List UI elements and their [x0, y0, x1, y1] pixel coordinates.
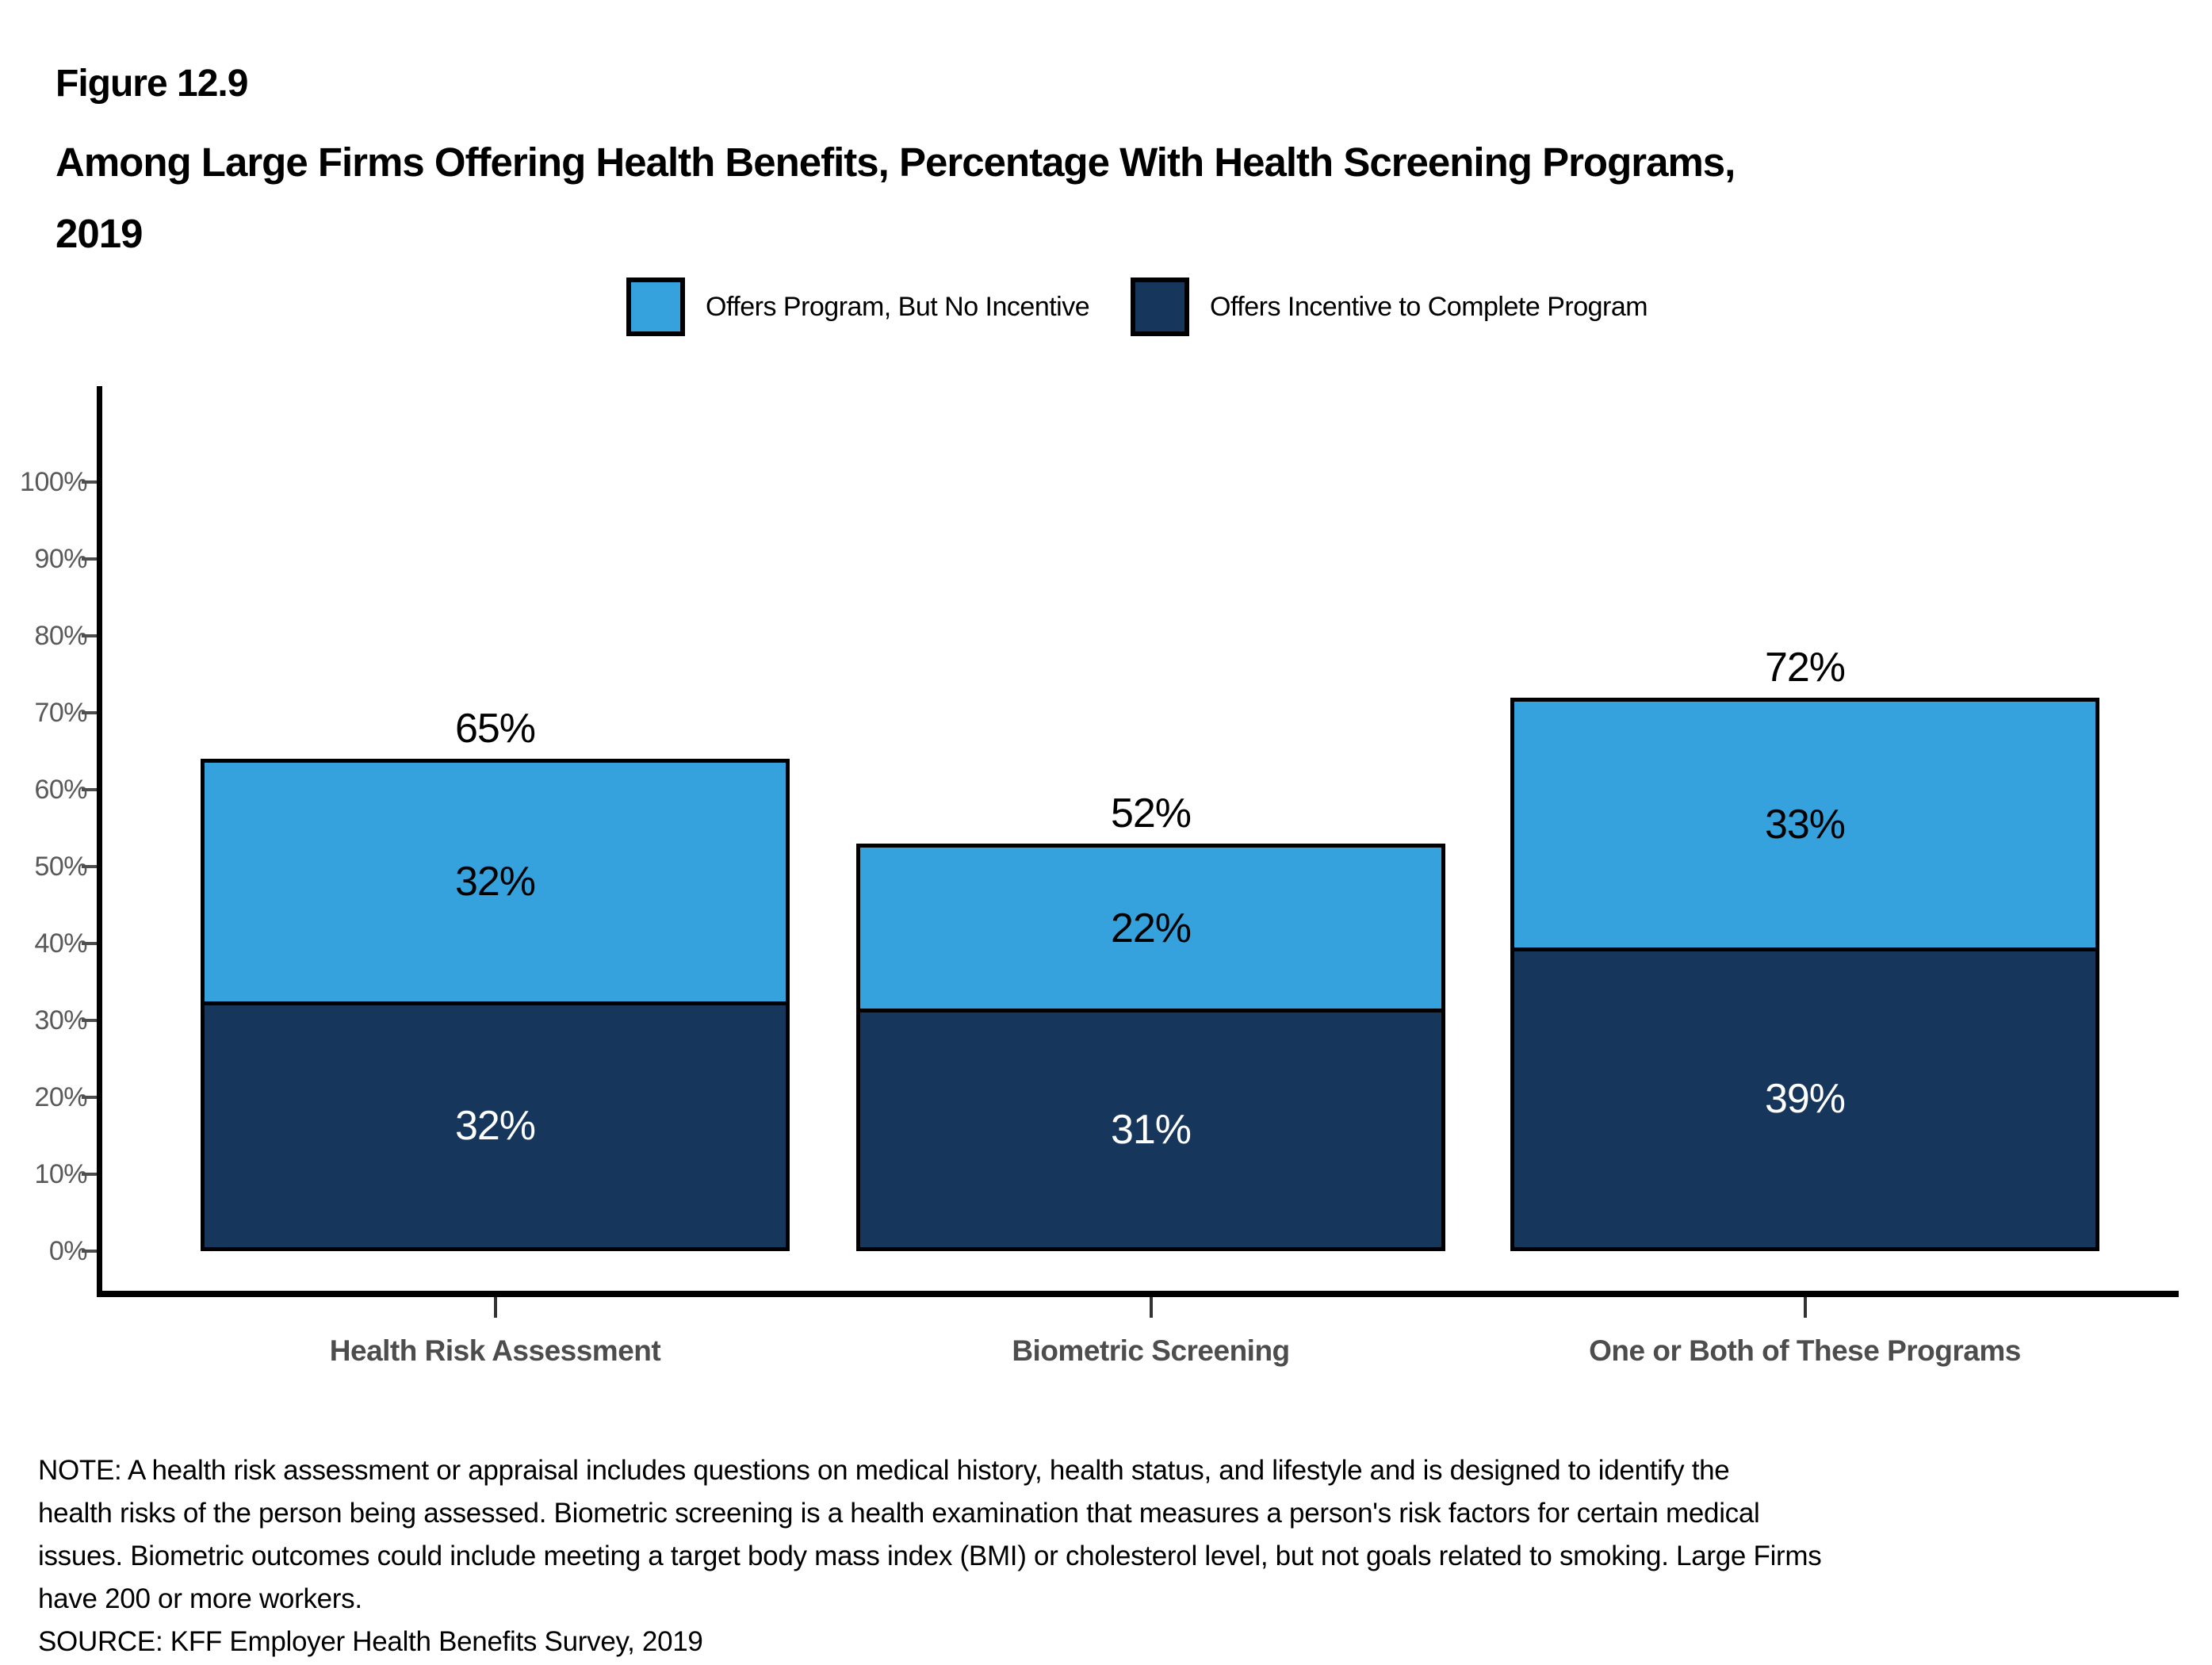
x-axis-line — [97, 1291, 2179, 1297]
y-axis-tick-mark — [82, 480, 97, 484]
note-line: health risks of the person being assesse… — [38, 1498, 1760, 1529]
x-axis-category-label: One or Both of These Programs — [1589, 1334, 2021, 1367]
bar-total-label: 52% — [1110, 790, 1192, 836]
stacked-bar: 33% 39% 72% — [1510, 645, 2099, 1251]
y-axis-tick-label: 20% — [34, 1082, 87, 1112]
bar-segment-incentive: 32% — [201, 1005, 790, 1251]
y-axis-tick-label: 80% — [34, 621, 87, 651]
y-axis-tick-mark — [82, 634, 97, 637]
y-axis-tick-label: 60% — [34, 775, 87, 805]
segment-value-label: 32% — [454, 1103, 536, 1150]
note-line: issues. Biometric outcomes could include… — [38, 1541, 1822, 1571]
y-axis-tick-mark — [82, 942, 97, 945]
y-axis-tick-label: 10% — [34, 1159, 87, 1189]
bar-segment-no-incentive: 33% — [1510, 697, 2099, 951]
x-axis-category-label: Health Risk Assessment — [329, 1334, 661, 1367]
y-axis-tick-label: 100% — [20, 467, 87, 497]
y-axis-tick-label: 40% — [34, 928, 87, 959]
y-axis-tick-label: 90% — [34, 544, 87, 574]
x-axis-category-label: Biometric Screening — [1012, 1334, 1290, 1367]
y-axis-tick-mark — [82, 711, 97, 714]
segment-value-label: 32% — [454, 859, 536, 905]
x-axis-tick-mark — [1149, 1297, 1153, 1318]
y-axis-tick-mark — [82, 1250, 97, 1253]
y-axis-tick-mark — [82, 788, 97, 791]
legend-swatch-incentive — [1131, 278, 1189, 336]
stacked-bar: 32% 32% 65% — [201, 706, 790, 1251]
y-axis-tick-label: 70% — [34, 698, 87, 728]
x-axis-tick-mark — [493, 1297, 497, 1318]
figure-number: Figure 12.9 — [55, 63, 248, 105]
y-axis-tick-label: 50% — [34, 852, 87, 882]
segment-value-label: 33% — [1764, 801, 1846, 848]
note-line: NOTE: A health risk assessment or apprai… — [38, 1455, 1730, 1486]
bar-segment-incentive: 39% — [1510, 951, 2099, 1251]
legend-swatch-no-incentive — [626, 278, 685, 336]
segment-value-label: 22% — [1110, 905, 1192, 951]
stacked-bar: 22% 31% 52% — [856, 790, 1445, 1251]
y-axis-tick-mark — [82, 557, 97, 561]
x-axis-tick-mark — [1803, 1297, 1807, 1318]
segment-value-label: 39% — [1764, 1076, 1846, 1123]
legend-item-incentive: Offers Incentive to Complete Program — [1131, 278, 1648, 336]
bar-total-label: 72% — [1764, 644, 1846, 691]
y-axis-tick-mark — [82, 865, 97, 868]
y-axis-tick-mark — [82, 1173, 97, 1176]
y-axis-tick-mark — [82, 1019, 97, 1022]
figure-title-line2: 2019 — [55, 211, 143, 256]
segment-value-label: 31% — [1110, 1107, 1192, 1154]
legend-label-incentive: Offers Incentive to Complete Program — [1210, 291, 1648, 322]
legend-label-no-incentive: Offers Program, But No Incentive — [706, 291, 1090, 322]
figure-title: Among Large Firms Offering Health Benefi… — [55, 127, 2117, 270]
y-axis-tick-mark — [82, 1096, 97, 1099]
bar-segment-no-incentive: 22% — [856, 843, 1445, 1013]
y-axis-tick-label: 30% — [34, 1005, 87, 1035]
bar-segment-no-incentive: 32% — [201, 759, 790, 1005]
y-axis-tick-label: 0% — [48, 1236, 88, 1266]
bar-segment-incentive: 31% — [856, 1012, 1445, 1251]
bar-total-label: 65% — [454, 706, 536, 752]
legend-item-no-incentive: Offers Program, But No Incentive — [626, 278, 1090, 336]
chart-notes: NOTE: A health risk assessment or apprai… — [38, 1449, 2179, 1663]
y-axis-line — [97, 386, 102, 1297]
source-line: SOURCE: KFF Employer Health Benefits Sur… — [38, 1626, 703, 1657]
figure-title-line1: Among Large Firms Offering Health Benefi… — [55, 140, 1736, 185]
note-line: have 200 or more workers. — [38, 1583, 362, 1614]
